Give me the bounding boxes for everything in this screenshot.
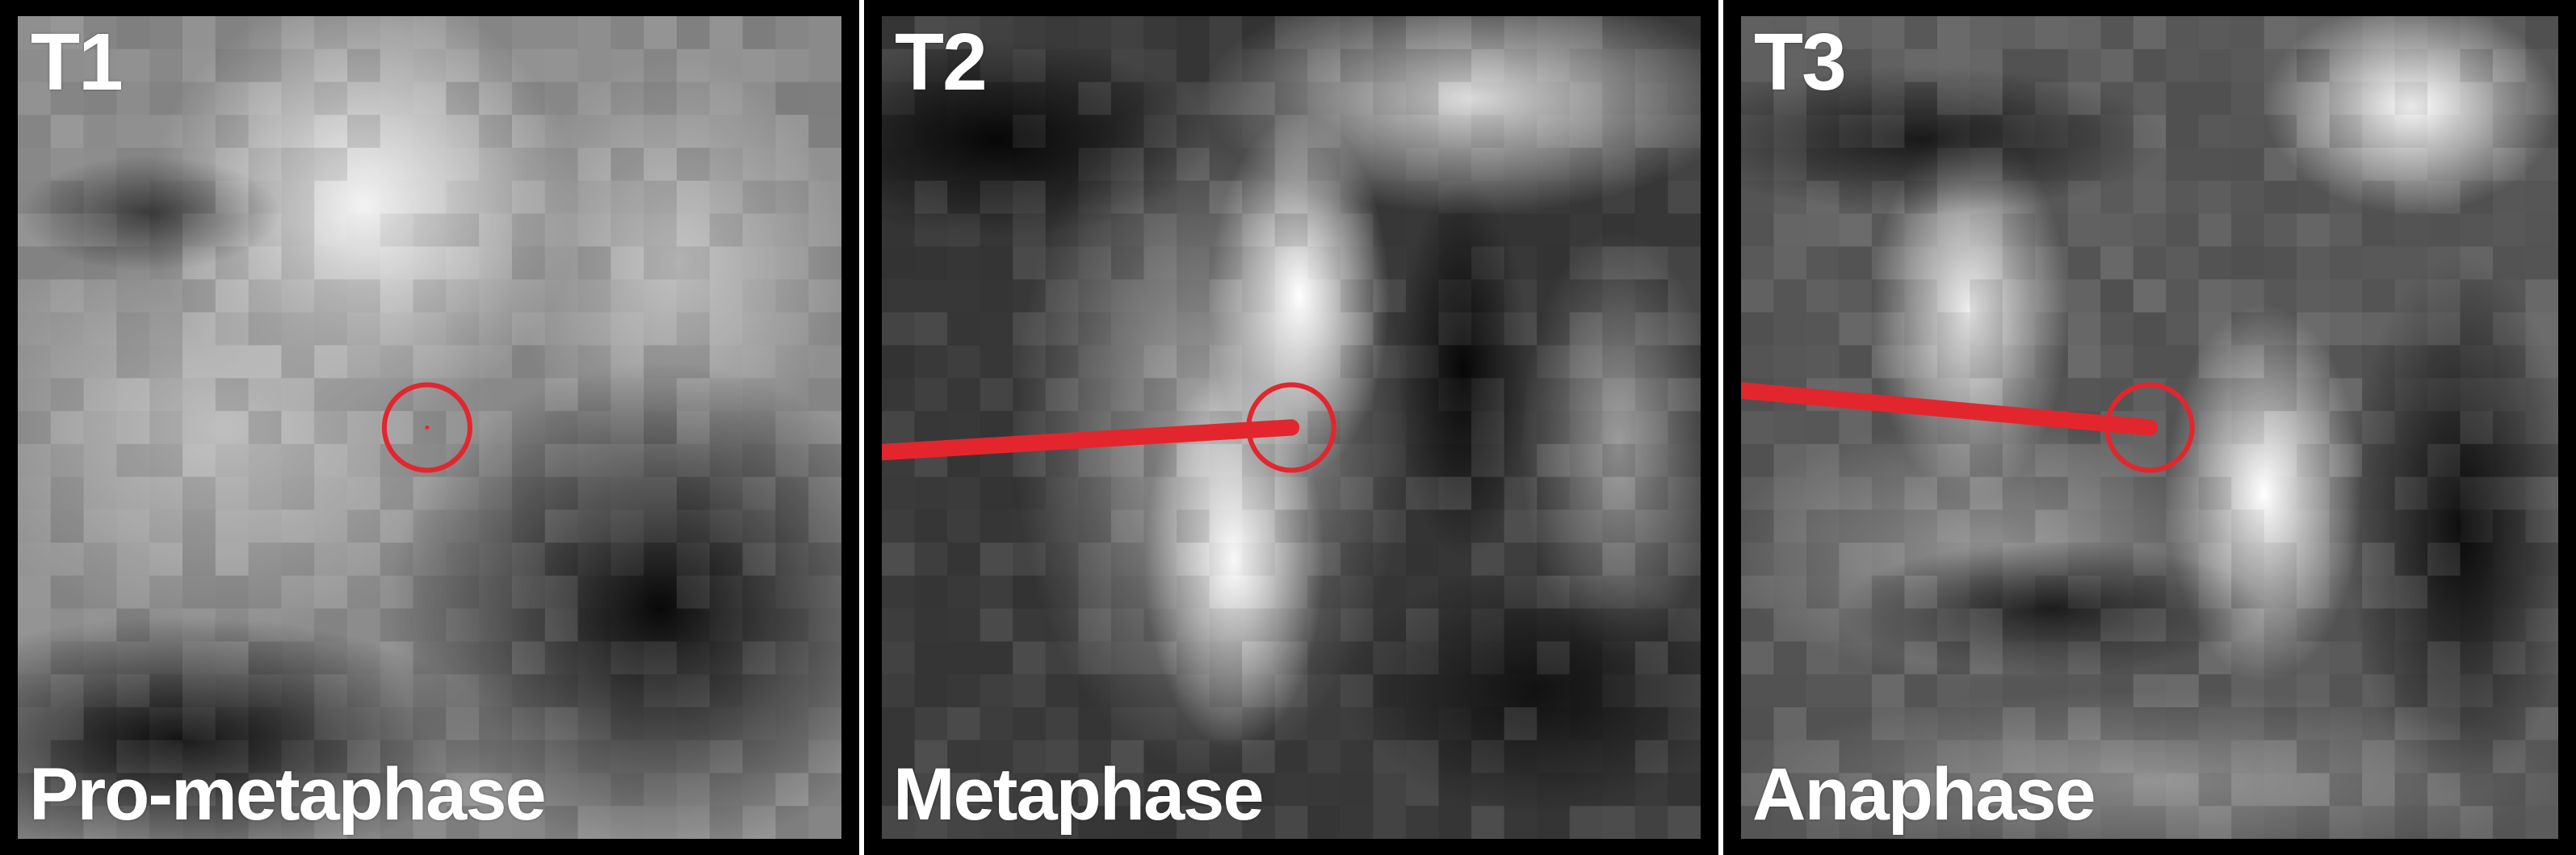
phase-label-t2: Metaphase [893,752,1264,836]
micrograph-t1: T1 Pro-metaphase [18,16,841,839]
micrograph-image-t1 [18,16,841,839]
pixel-texture-t3 [1741,16,2558,839]
micrograph-image-t3 [1741,16,2558,839]
micrograph-image-t2 [882,16,1701,839]
panel-t2: T2 Metaphase [864,0,1718,855]
pixel-texture-t2 [882,16,1701,839]
tracking-point-t1 [425,425,430,430]
tracking-line-t3 [1741,382,2159,436]
panel-t3: T3 Anaphase [1723,0,2576,855]
tracking-circle-t3 [2104,382,2195,473]
time-label-t1: T1 [31,17,124,107]
panel-t1: T1 Pro-metaphase [0,0,859,855]
tracking-circle-t2 [1246,382,1336,473]
time-label-t3: T3 [1754,17,1847,107]
phase-label-t1: Pro-metaphase [29,752,547,836]
tracking-circle-t1 [381,382,473,473]
phase-label-t3: Anaphase [1752,752,2096,836]
pixel-texture-t1 [18,16,841,839]
micrograph-t3: T3 Anaphase [1741,16,2558,839]
tracking-line-t2 [882,419,1300,461]
micrograph-t2: T2 Metaphase [882,16,1701,839]
time-label-t2: T2 [895,17,988,107]
